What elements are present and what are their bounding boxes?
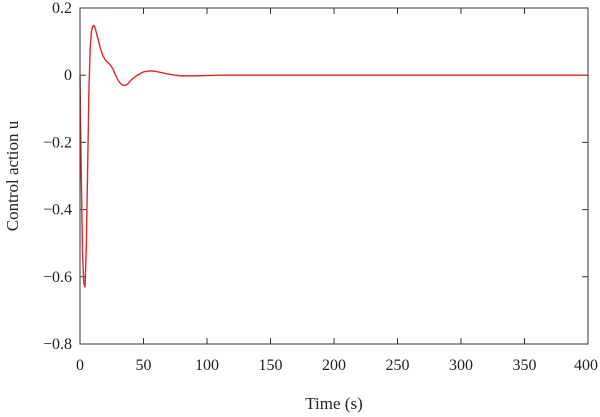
y-tick-label: 0.2	[52, 0, 72, 17]
y-tick-label: −0.2	[43, 134, 72, 151]
x-tick-label: 400	[574, 357, 598, 374]
y-tick-label: −0.4	[43, 202, 72, 219]
y-tick-label: 0	[64, 67, 72, 84]
y-axis-label: Control action u	[3, 120, 22, 231]
x-tick-label: 100	[195, 357, 219, 374]
y-tick-label: −0.6	[43, 269, 72, 286]
x-tick-label: 200	[322, 357, 346, 374]
x-axis-ticks: 0 50 100 150 200 250 300 350 400	[76, 8, 598, 374]
plot-frame	[79, 7, 589, 345]
x-tick-label: 250	[386, 357, 410, 374]
series-layer	[79, 24, 588, 288]
x-tick-label: 0	[76, 357, 84, 374]
x-axis-label: Time (s)	[305, 394, 362, 413]
y-tick-label: −0.8	[43, 336, 72, 353]
x-tick-label: 300	[449, 357, 473, 374]
series-line	[79, 24, 588, 288]
x-tick-label: 150	[259, 357, 283, 374]
x-tick-label: 50	[136, 357, 152, 374]
x-tick-label: 350	[513, 357, 537, 374]
y-axis-ticks: 0.2 0 −0.2 −0.4 −0.6 −0.8	[43, 0, 588, 353]
